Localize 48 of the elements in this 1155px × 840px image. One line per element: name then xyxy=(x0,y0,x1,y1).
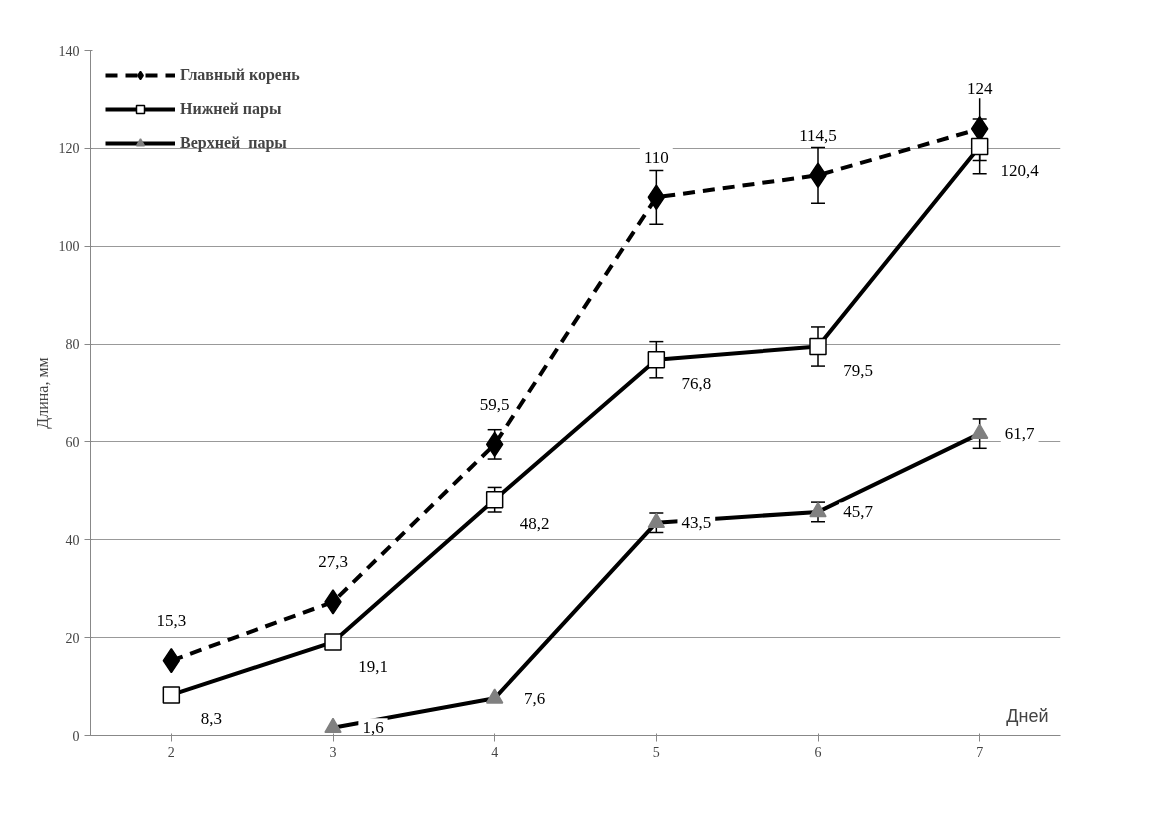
data-label: 45,7 xyxy=(843,502,874,522)
data-label: 110 xyxy=(643,147,669,167)
data-label: 124 xyxy=(966,79,993,99)
point xyxy=(647,350,666,369)
legend-label: Верхней пары xyxy=(180,134,287,152)
data-label: 61,7 xyxy=(1004,424,1036,444)
data-label: 59,5 xyxy=(479,394,510,414)
y-tick-label: 100 xyxy=(58,239,80,255)
data-label: 79,5 xyxy=(843,361,873,381)
data-label: 76,8 xyxy=(681,374,712,394)
y-tick-label: 80 xyxy=(65,337,80,353)
point xyxy=(809,337,827,356)
x-tick-label: 5 xyxy=(652,744,660,760)
data-label: 48,2 xyxy=(519,514,550,534)
x-axis-title: Дней xyxy=(1006,705,1049,726)
data-label: 8,3 xyxy=(200,709,222,729)
data-label: 114,5 xyxy=(799,125,837,145)
y-tick-label: 20 xyxy=(65,630,80,646)
point xyxy=(970,137,989,156)
data-label: 43,5 xyxy=(681,513,712,533)
x-tick-label: 3 xyxy=(329,744,337,760)
point xyxy=(647,512,666,529)
y-tick-label: 120 xyxy=(58,141,80,157)
point xyxy=(809,501,827,518)
point xyxy=(647,184,666,211)
legend-label: Нижней пары xyxy=(180,100,282,118)
y-tick-label: 140 xyxy=(58,43,80,59)
data-label: 7,6 xyxy=(524,688,546,708)
y-tick-label: 60 xyxy=(65,434,80,450)
point xyxy=(485,688,504,704)
y-tick-label: 0 xyxy=(72,728,80,744)
point xyxy=(324,717,342,734)
data-label: 27,3 xyxy=(318,552,348,572)
data-label: 15,3 xyxy=(156,611,187,631)
data-label: 19,1 xyxy=(358,656,388,676)
legend-label: Главный корень xyxy=(180,66,300,84)
point xyxy=(485,490,504,509)
point xyxy=(162,686,181,704)
data-label: 1,6 xyxy=(362,718,384,738)
x-tick-label: 7 xyxy=(976,744,984,760)
x-tick-label: 2 xyxy=(167,744,175,760)
point xyxy=(162,647,181,674)
y-axis-title: Длина, мм xyxy=(33,357,52,429)
x-tick-label: 6 xyxy=(814,744,822,760)
x-tick-label: 4 xyxy=(491,744,499,760)
data-label: 120,4 xyxy=(1000,160,1040,180)
y-tick-label: 40 xyxy=(65,532,80,548)
point xyxy=(324,633,342,651)
